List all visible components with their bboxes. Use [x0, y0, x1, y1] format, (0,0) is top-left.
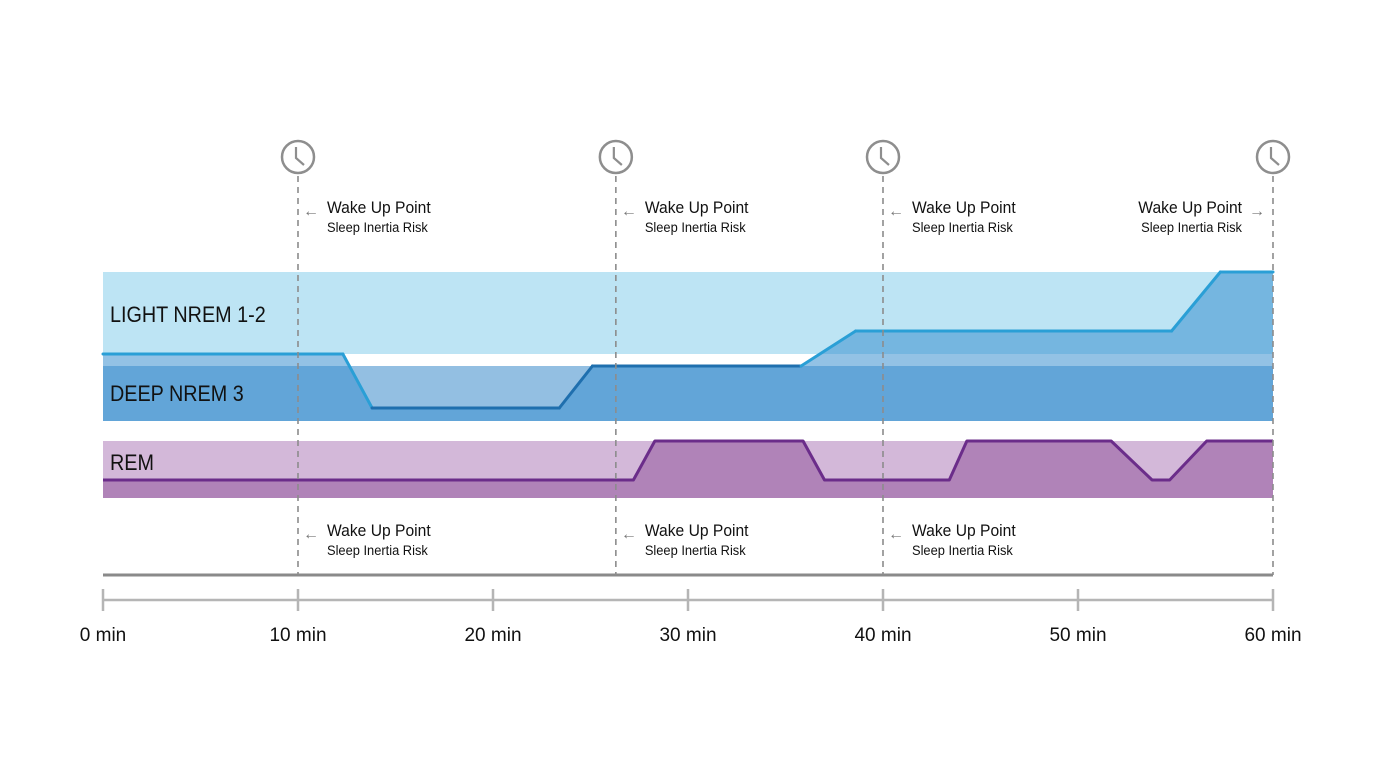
arrow-left-icon: ← — [621, 203, 637, 220]
nrem-line-segment — [1170, 270, 1222, 333]
wake-subtitle: Sleep Inertia Risk — [327, 220, 428, 236]
clock-icon — [1255, 139, 1291, 175]
wake-title: Wake Up Point — [327, 521, 431, 540]
axis-tick-label: 30 min — [659, 625, 716, 646]
axis-tick-label: 60 min — [1244, 625, 1301, 646]
wake-title: Wake Up Point — [1138, 198, 1242, 217]
rem-area — [103, 441, 1273, 498]
axis-tick-label: 20 min — [464, 625, 521, 646]
band-label-rem: REM — [110, 451, 154, 475]
arrow-left-icon: ← — [888, 203, 904, 220]
arrow-left-icon: ← — [303, 203, 319, 220]
arrow-left-icon: ← — [621, 526, 637, 543]
arrow-left-icon: ← — [888, 526, 904, 543]
wake-subtitle: Sleep Inertia Risk — [645, 220, 746, 236]
wake-subtitle: Sleep Inertia Risk — [1141, 220, 1242, 236]
arrow-right-icon: → — [1249, 203, 1265, 220]
axis-tick-label: 0 min — [80, 625, 126, 646]
band-label-deep: DEEP NREM 3 — [110, 382, 244, 406]
wake-subtitle: Sleep Inertia Risk — [327, 543, 428, 559]
wake-title: Wake Up Point — [645, 521, 749, 540]
nrem-area — [103, 272, 1273, 421]
axis-tick-label: 40 min — [854, 625, 911, 646]
clock-icon — [280, 139, 316, 175]
band-label-light: LIGHT NREM 1-2 — [110, 303, 266, 327]
wake-subtitle: Sleep Inertia Risk — [912, 543, 1013, 559]
nrem-line-segment — [557, 364, 594, 410]
axis-tick-label: 50 min — [1049, 625, 1106, 646]
nrem-line-segment — [341, 352, 374, 410]
clock-icon — [598, 139, 634, 175]
axis-tick-label: 10 min — [269, 625, 326, 646]
wake-title: Wake Up Point — [645, 198, 749, 217]
rem-line — [103, 439, 1273, 482]
nrem-line-segment — [799, 329, 858, 368]
arrow-left-icon: ← — [303, 526, 319, 543]
wake-subtitle: Sleep Inertia Risk — [912, 220, 1013, 236]
wake-title: Wake Up Point — [912, 521, 1016, 540]
wake-subtitle: Sleep Inertia Risk — [645, 543, 746, 559]
wake-title: Wake Up Point — [327, 198, 431, 217]
wake-title: Wake Up Point — [912, 198, 1016, 217]
clock-icon — [865, 139, 901, 175]
